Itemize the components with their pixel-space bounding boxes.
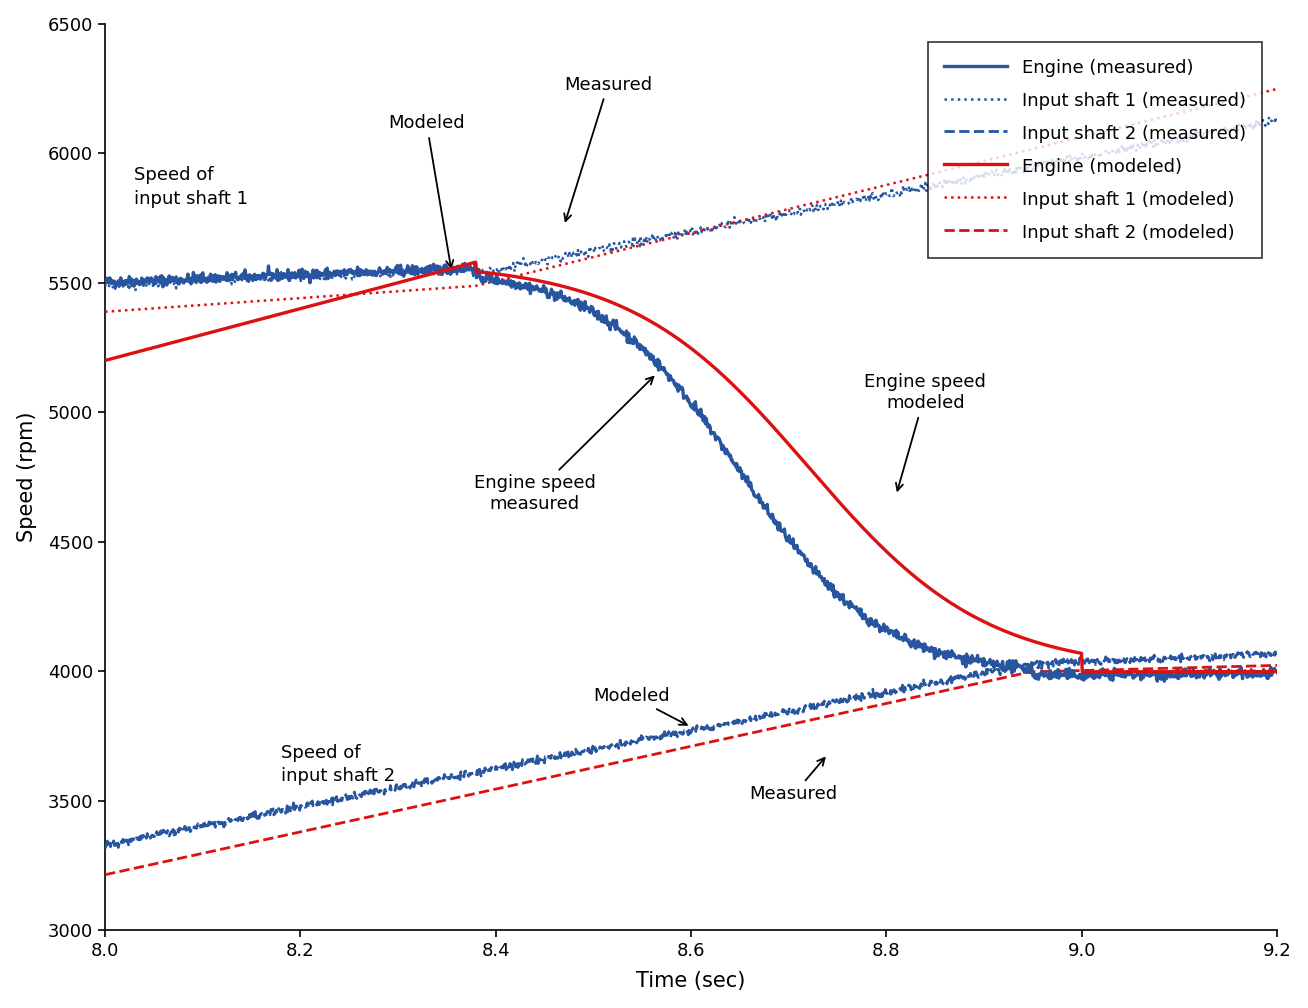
Engine (measured) — [235, 267, 251, 279]
Text: Modeled: Modeled — [594, 687, 687, 725]
Input shaft 1 (modeled) — [1269, 83, 1284, 95]
Engine (measured) — [765, 509, 781, 521]
Input shaft 1 (modeled) — [764, 207, 780, 219]
Text: Measured: Measured — [564, 76, 653, 221]
Input shaft 1 (modeled) — [594, 249, 610, 261]
Input shaft 2 (measured) — [764, 711, 780, 723]
Engine (modeled) — [235, 318, 251, 330]
Engine (measured) — [595, 311, 611, 324]
Line: Input shaft 1 (measured): Input shaft 1 (measured) — [105, 117, 1277, 290]
Input shaft 1 (measured) — [97, 277, 112, 289]
Input shaft 2 (measured) — [594, 742, 610, 754]
Engine (modeled) — [97, 355, 112, 367]
Input shaft 2 (measured) — [97, 843, 112, 855]
Input shaft 1 (modeled) — [235, 296, 251, 308]
Input shaft 1 (modeled) — [619, 243, 634, 255]
Engine (modeled) — [595, 293, 611, 305]
Engine (measured) — [1156, 675, 1172, 687]
Legend: Engine (measured), Input shaft 1 (measured), Input shaft 2 (measured), Engine (m: Engine (measured), Input shaft 1 (measur… — [927, 41, 1262, 258]
Y-axis label: Speed (rpm): Speed (rpm) — [17, 412, 37, 542]
Input shaft 2 (measured) — [1266, 645, 1282, 657]
Input shaft 2 (measured) — [619, 736, 634, 748]
Input shaft 2 (measured) — [188, 822, 204, 834]
Input shaft 2 (modeled) — [764, 723, 780, 735]
Input shaft 2 (modeled) — [619, 754, 634, 766]
Input shaft 2 (modeled) — [640, 750, 655, 762]
Engine (modeled) — [641, 314, 657, 327]
Text: Measured: Measured — [749, 758, 837, 803]
Input shaft 1 (measured) — [641, 235, 657, 247]
Input shaft 2 (measured) — [1269, 650, 1284, 662]
Input shaft 1 (modeled) — [188, 299, 204, 311]
Text: Engine speed
modeled: Engine speed modeled — [865, 374, 986, 491]
Engine (measured) — [456, 257, 472, 269]
Engine (modeled) — [1269, 665, 1284, 677]
Line: Engine (measured): Engine (measured) — [105, 263, 1277, 681]
X-axis label: Time (sec): Time (sec) — [636, 972, 746, 991]
Input shaft 1 (measured) — [595, 240, 611, 252]
Engine (modeled) — [765, 420, 781, 432]
Input shaft 1 (measured) — [765, 208, 781, 220]
Text: Speed of
input shaft 2: Speed of input shaft 2 — [281, 744, 395, 785]
Line: Engine (modeled): Engine (modeled) — [105, 262, 1277, 672]
Input shaft 2 (modeled) — [594, 760, 610, 772]
Input shaft 1 (modeled) — [97, 305, 112, 318]
Input shaft 1 (measured) — [1261, 111, 1277, 123]
Input shaft 2 (measured) — [640, 731, 655, 743]
Input shaft 1 (measured) — [188, 277, 204, 289]
Input shaft 2 (modeled) — [235, 839, 251, 851]
Input shaft 1 (measured) — [237, 271, 252, 283]
Line: Input shaft 2 (measured): Input shaft 2 (measured) — [105, 651, 1277, 849]
Line: Input shaft 2 (modeled): Input shaft 2 (modeled) — [105, 665, 1277, 875]
Input shaft 2 (modeled) — [97, 869, 112, 881]
Engine (measured) — [97, 275, 112, 287]
Text: Engine speed
measured: Engine speed measured — [473, 377, 654, 513]
Engine (measured) — [620, 337, 636, 349]
Input shaft 1 (measured) — [620, 239, 636, 251]
Engine (modeled) — [188, 331, 204, 343]
Engine (modeled) — [1074, 666, 1090, 678]
Input shaft 2 (measured) — [235, 812, 251, 825]
Engine (measured) — [641, 349, 657, 361]
Line: Input shaft 1 (modeled): Input shaft 1 (modeled) — [105, 89, 1277, 311]
Engine (measured) — [1269, 666, 1284, 678]
Input shaft 2 (modeled) — [1269, 659, 1284, 671]
Text: Speed of
input shaft 1: Speed of input shaft 1 — [135, 166, 249, 208]
Input shaft 1 (modeled) — [640, 238, 655, 250]
Input shaft 1 (measured) — [128, 284, 144, 296]
Text: Modeled: Modeled — [388, 115, 464, 268]
Engine (measured) — [188, 273, 204, 285]
Engine (modeled) — [620, 303, 636, 316]
Input shaft 2 (modeled) — [188, 849, 204, 861]
Input shaft 1 (measured) — [1269, 114, 1284, 126]
Engine (modeled) — [468, 256, 484, 268]
